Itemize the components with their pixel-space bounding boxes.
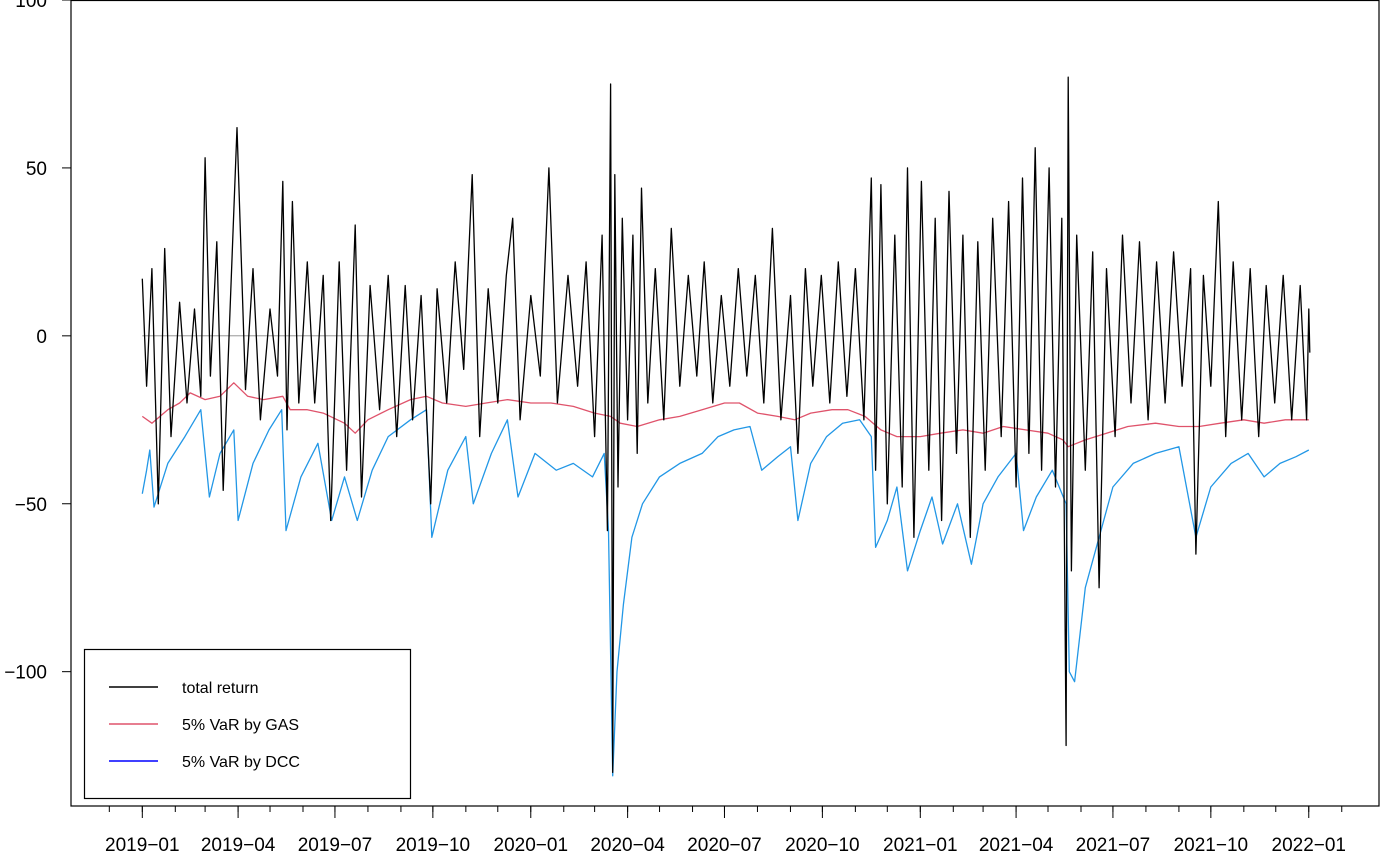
legend-label: total return [182, 680, 258, 697]
x-tick-label: 2022−01 [1272, 835, 1347, 853]
x-tick-label: 2019−04 [201, 835, 276, 853]
legend-label: 5% VaR by DCC [182, 754, 300, 771]
legend-label: 5% VaR by GAS [182, 717, 299, 734]
y-tick-label: −50 [15, 495, 47, 516]
x-tick-label: 2019−01 [105, 835, 180, 853]
plot-area [70, 0, 1380, 807]
y-tick-label: −100 [4, 663, 47, 684]
x-tick-label: 2021−10 [1174, 835, 1249, 853]
x-tick-label: 2020−01 [494, 835, 569, 853]
x-tick-label: 2021−01 [883, 835, 958, 853]
series-line-5-var-by-gas [141, 382, 1309, 448]
y-tick-label: 50 [26, 159, 47, 180]
x-axis: 2019−01 2019−04 2019−07 2019−10 2020−01 2020−… [105, 806, 1346, 853]
plot-border [70, 0, 1380, 807]
x-tick-label: 2020−10 [785, 835, 860, 853]
series-line-total-return [141, 76, 1311, 774]
x-tick-label: 2020−07 [687, 835, 762, 853]
x-tick-label: 2020−04 [590, 835, 665, 853]
legend: total return 5% VaR by GAS 5% VaR by DCC [83, 648, 412, 800]
y-tick-label: 100 [15, 0, 47, 12]
y-tick-label: 0 [36, 327, 47, 348]
y-axis: 100 50 0 −50 −100 [4, 0, 71, 684]
x-tick-label: 2019−10 [396, 835, 471, 853]
x-tick-label: 2019−07 [298, 835, 373, 853]
x-tick-label: 2021−07 [1076, 835, 1151, 853]
x-tick-label: 2021−04 [979, 835, 1054, 853]
series-line-5-var-by-dcc [141, 409, 1310, 777]
series-layer [141, 76, 1311, 777]
